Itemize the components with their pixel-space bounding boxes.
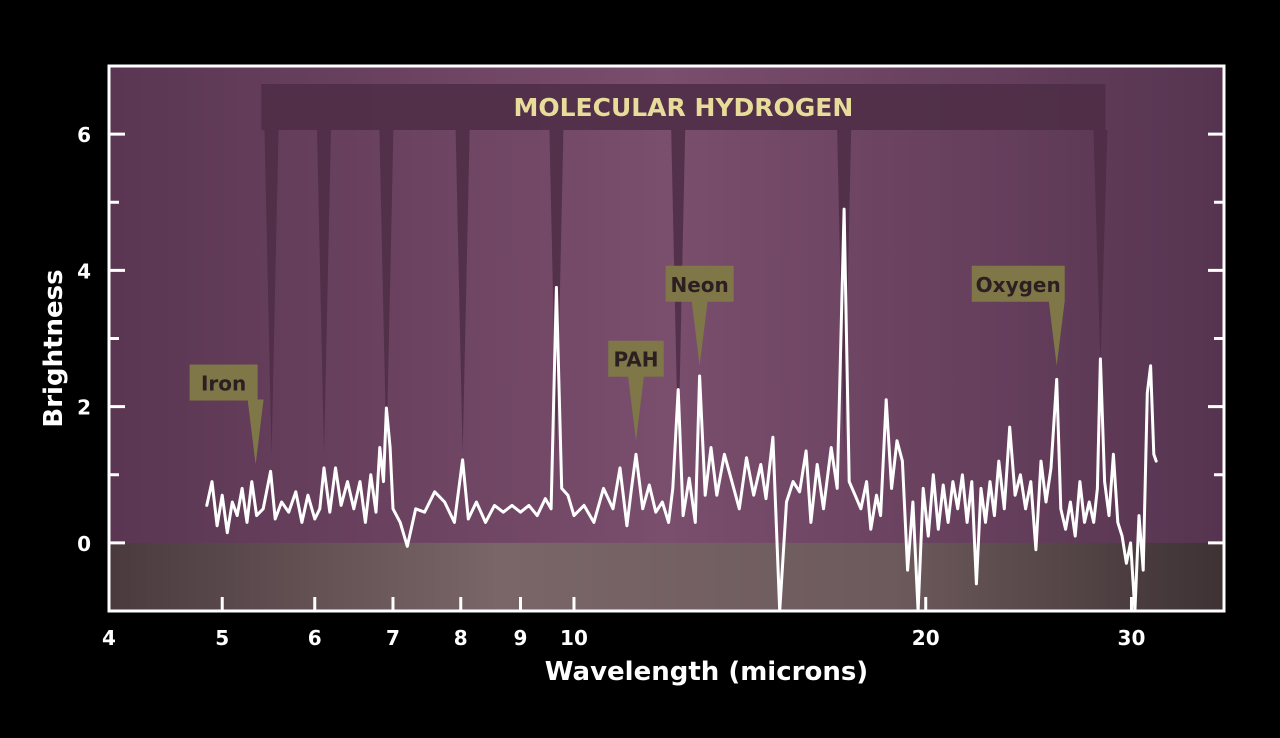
x-tick-label: 7 (386, 626, 400, 650)
callout-pointer (691, 300, 708, 366)
callout-label: Oxygen (976, 273, 1061, 297)
y-tick-label: 2 (77, 396, 91, 420)
callout-oxygen: Oxygen (971, 265, 1065, 366)
callout-box (189, 364, 258, 401)
x-tick-label: 4 (102, 626, 116, 650)
callout-box (665, 265, 734, 302)
x-tick-label: 8 (454, 626, 468, 650)
y-tick-label: 4 (77, 259, 91, 283)
y-tick-label: 6 (77, 123, 91, 147)
callout-iron: Iron (189, 364, 264, 465)
x-tick-label: 9 (514, 626, 528, 650)
x-tick-label: 5 (215, 626, 229, 650)
callout-pah: PAH (608, 340, 664, 441)
x-tick-label: 10 (560, 626, 588, 650)
callout-box (608, 340, 664, 377)
callout-label: Iron (201, 372, 246, 396)
callout-label: Neon (671, 273, 729, 297)
callout-box (971, 265, 1065, 302)
x-tick-label: 6 (308, 626, 322, 650)
callout-pointer (247, 399, 264, 465)
x-tick-label: 30 (1118, 626, 1146, 650)
molecular-hydrogen-band (261, 84, 1108, 455)
x-tick-label: 20 (912, 626, 940, 650)
y-axis-title: Brightness (39, 269, 69, 427)
y-tick-labels: 0 2 4 6 (77, 123, 91, 556)
y-tick-label: 0 (77, 532, 91, 556)
x-tick-labels: 4 5 6 7 8 9 10 20 30 (102, 626, 1145, 650)
below-zero-region (109, 542, 1224, 611)
annotation-callouts: Iron PAH Neon Oxygen (189, 265, 1065, 465)
molecular-hydrogen-label: MOLECULAR HYDROGEN (513, 93, 853, 122)
x-axis-title: Wavelength (microns) (545, 657, 868, 687)
callout-neon: Neon (665, 265, 734, 366)
callout-pointer (627, 375, 644, 441)
callout-pointer (1048, 300, 1065, 366)
axis-ticks (109, 64, 1224, 613)
callout-label: PAH (613, 348, 658, 372)
brightness-series-line (205, 207, 1158, 611)
